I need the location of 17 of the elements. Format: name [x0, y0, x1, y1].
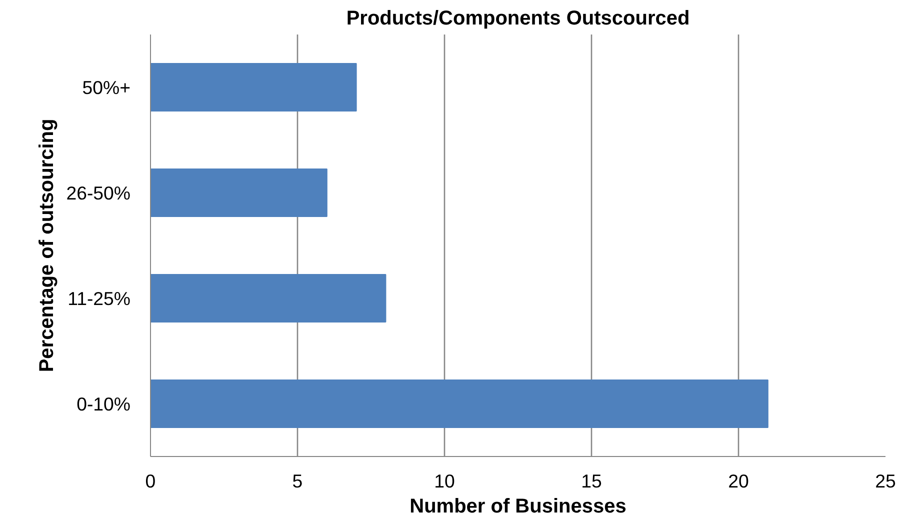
- x-tick-label: 5: [292, 470, 303, 492]
- y-tick-label: 50%+: [82, 76, 131, 98]
- bar: [150, 380, 768, 428]
- x-axis-title: Number of Businesses: [410, 496, 626, 518]
- x-tick-label: 25: [875, 470, 896, 492]
- x-tick-label: 20: [728, 470, 749, 492]
- y-tick-label: 0-10%: [76, 393, 131, 414]
- bar: [150, 168, 328, 217]
- y-tick-label: 11-25%: [68, 288, 131, 309]
- x-tick-label: 10: [434, 470, 455, 492]
- bar: [150, 274, 386, 322]
- chart-title: Products/Components Outscourced: [346, 8, 690, 30]
- x-tick-label: 15: [581, 470, 602, 492]
- y-tick-label: 26-50%: [66, 182, 131, 204]
- bar: [150, 63, 357, 112]
- y-axis-title: Percentage of outsourcing: [36, 118, 58, 372]
- x-tick-label: 0: [145, 470, 156, 492]
